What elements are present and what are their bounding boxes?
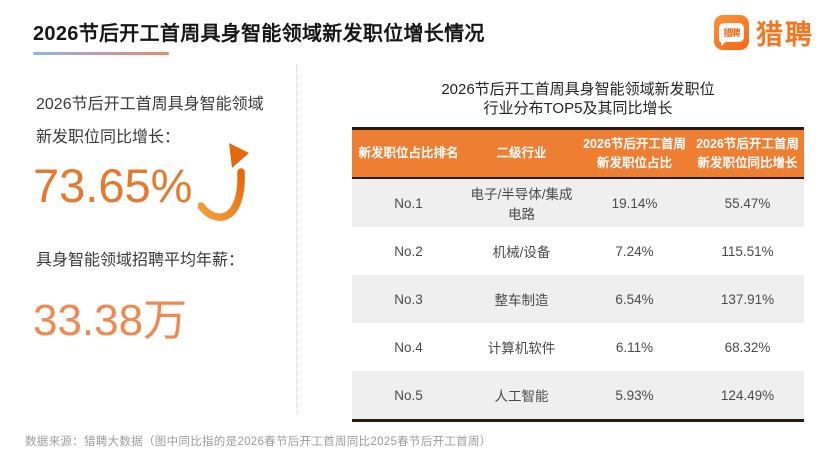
table-header-cell: 2026节后开工首周 新发职位同比增长	[696, 136, 799, 170]
growth-stat-label-line1: 2026节后开工首周具身智能领域	[36, 96, 264, 113]
table-title-line1: 2026节后开工首周具身智能领域新发职位	[441, 81, 715, 98]
title-underline-decoration	[33, 52, 169, 55]
growth-stat-value: 73.65%	[33, 159, 193, 212]
table-cell: No.2	[394, 243, 423, 259]
table-row: No.5 人工智能 5.93% 124.49%	[352, 371, 804, 419]
curved-up-arrow-icon	[197, 140, 252, 243]
table-cell: 电子/半导体/集成电路	[470, 187, 573, 222]
table-header-cell: 新发职位占比排名	[358, 146, 459, 161]
salary-stat-value: 33.38万	[33, 296, 188, 345]
growth-stat-label-line2: 新发职位同比增长：	[36, 129, 181, 146]
liepin-app-icon: 猎聘	[714, 15, 749, 50]
liepin-wordmark: 猎聘	[756, 20, 814, 50]
table-title: 2026节后开工首周具身智能领域新发职位 行业分布TOP5及其同比增长	[352, 80, 804, 118]
page-title: 2026节后开工首周具身智能领域新发职位增长情况	[33, 23, 485, 45]
table-cell: 机械/设备	[492, 245, 551, 260]
salary-stat-label: 具身智能领域招聘平均年薪：	[36, 252, 245, 269]
table-cell: 19.14%	[611, 195, 658, 211]
table-header-row: 新发职位占比排名 二级行业 2026节后开工首周 新发职位占比 2026节后开工首周 …	[352, 130, 804, 179]
table-cell: 人工智能	[494, 389, 549, 404]
table-cell: 137.91%	[720, 291, 775, 307]
logo-bubble-text: 猎聘	[723, 28, 740, 38]
table-row: No.3 整车制造 6.54% 137.91%	[352, 275, 804, 323]
table-cell: No.3	[394, 291, 423, 307]
table-cell: 5.93%	[615, 387, 654, 403]
table-cell: 整车制造	[494, 293, 549, 308]
table-cell: 6.54%	[615, 291, 654, 307]
table-cell: 124.49%	[720, 387, 775, 403]
table-cell: No.1	[394, 195, 423, 211]
table-cell: 计算机软件	[487, 341, 556, 356]
table-cell: No.4	[394, 339, 423, 355]
table-cell: 55.47%	[724, 195, 771, 211]
table-cell: 68.32%	[724, 339, 771, 355]
table-header-cell: 二级行业	[496, 146, 547, 161]
table-cell: 6.11%	[615, 339, 654, 355]
table-header-cell: 2026节后开工首周 新发职位占比	[583, 136, 686, 170]
liepin-logo: 猎聘 猎聘	[714, 13, 814, 52]
table-row: No.2 机械/设备 7.24% 115.51%	[352, 227, 804, 275]
table-cell: 7.24%	[615, 243, 654, 259]
vertical-dotted-divider	[296, 64, 297, 414]
table-row: No.1 电子/半导体/集成电路 19.14% 55.47%	[352, 179, 804, 227]
industry-table-panel: 2026节后开工首周具身智能领域新发职位 行业分布TOP5及其同比增长 新发职位…	[352, 80, 804, 422]
table-cell: No.5	[394, 387, 423, 403]
speech-bubble-icon: 猎聘	[719, 23, 744, 46]
data-source-note: 数据来源：猎聘大数据（图中同比指的是2026春节后开工首周同比2025春节后开工…	[25, 436, 492, 448]
table-cell: 115.51%	[721, 243, 774, 259]
growth-stat-label: 2026节后开工首周具身智能领域 新发职位同比增长：	[36, 88, 311, 154]
table-title-line2: 行业分布TOP5及其同比增长	[483, 100, 673, 117]
industry-table: 新发职位占比排名 二级行业 2026节后开工首周 新发职位占比 2026节后开工首周 …	[352, 127, 804, 422]
table-row: No.4 计算机软件 6.11% 68.32%	[352, 323, 804, 371]
table-body: No.1 电子/半导体/集成电路 19.14% 55.47% No.2 机械/设备 7.24…	[352, 179, 804, 419]
